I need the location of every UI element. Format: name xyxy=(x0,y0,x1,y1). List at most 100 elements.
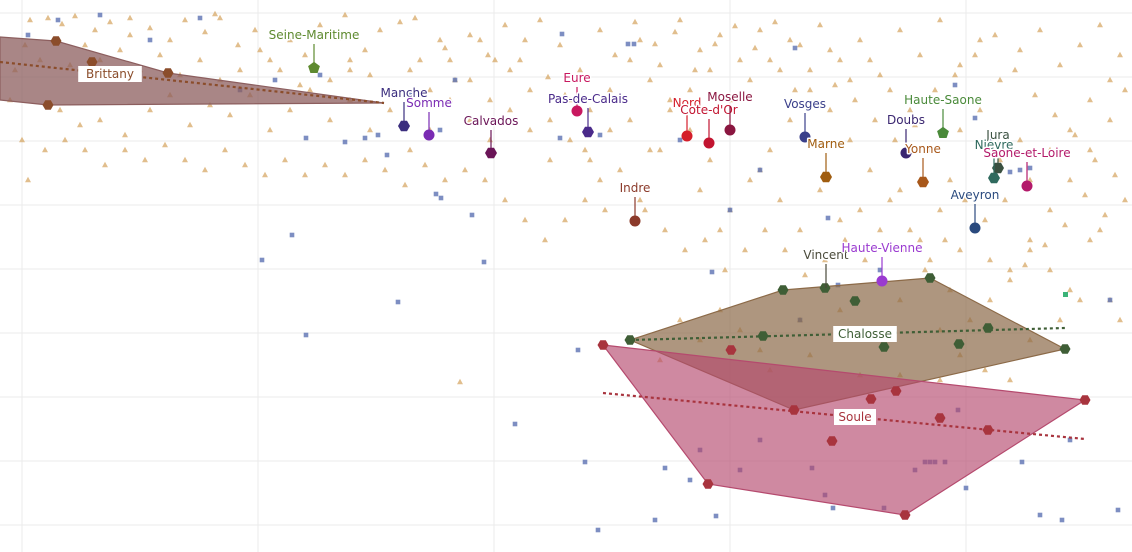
point-marker xyxy=(703,137,715,149)
triangle-point xyxy=(1047,206,1053,213)
triangle-point xyxy=(27,16,33,23)
triangle-point xyxy=(927,256,933,263)
square-point xyxy=(362,135,368,141)
triangle-point xyxy=(932,86,938,93)
triangle-point xyxy=(297,81,303,88)
triangle-point xyxy=(467,116,473,123)
square-point xyxy=(713,513,719,519)
point-marker xyxy=(969,222,981,234)
triangle-point xyxy=(777,196,783,203)
triangle-point xyxy=(987,296,993,303)
triangle-point xyxy=(1057,61,1063,68)
group-marker xyxy=(865,394,877,404)
square-point xyxy=(687,477,693,483)
group-label-box xyxy=(833,326,897,342)
triangle-point xyxy=(942,236,948,243)
point-somme: Somme xyxy=(405,95,453,141)
square-point xyxy=(631,41,637,47)
point-marker xyxy=(988,172,1000,184)
square-point xyxy=(55,17,61,23)
square-point xyxy=(582,459,588,465)
triangle-point xyxy=(877,71,883,78)
triangle-point xyxy=(872,116,878,123)
triangle-point xyxy=(792,86,798,93)
square-point xyxy=(407,92,413,98)
point-label: Somme xyxy=(406,96,452,110)
square-point xyxy=(727,207,733,213)
triangle-point xyxy=(122,131,128,138)
triangle-point xyxy=(662,226,668,233)
point-label: Nievre xyxy=(975,138,1014,152)
square-point xyxy=(952,82,958,88)
point-seine-maritime: Seine-Maritime xyxy=(267,27,361,73)
point-marker xyxy=(629,215,641,227)
triangle-point xyxy=(167,36,173,43)
square-point xyxy=(597,132,603,138)
triangle-point xyxy=(612,51,618,58)
point-marker xyxy=(937,126,949,138)
point-moselle: Moselle xyxy=(706,89,754,136)
square-point xyxy=(1059,517,1065,523)
triangle-point xyxy=(267,126,273,133)
triangle-point xyxy=(82,41,88,48)
group-marker xyxy=(899,510,911,520)
triangle-point xyxy=(787,36,793,43)
triangle-point xyxy=(257,46,263,53)
triangle-point xyxy=(747,176,753,183)
point-marker xyxy=(308,61,320,73)
point-doubs: Doubs xyxy=(885,112,927,159)
triangle-point xyxy=(897,186,903,193)
triangle-point xyxy=(477,36,483,43)
triangle-point xyxy=(757,26,763,33)
square-point xyxy=(342,139,348,145)
triangle-point xyxy=(937,376,943,383)
point-marker xyxy=(582,126,594,138)
square-point xyxy=(289,232,295,238)
triangle-point xyxy=(197,56,203,63)
triangle-point xyxy=(567,136,573,143)
triangle-point xyxy=(832,81,838,88)
triangle-point xyxy=(577,66,583,73)
triangle-point xyxy=(1037,26,1043,33)
triangle-point xyxy=(277,66,283,73)
triangle-point xyxy=(517,56,523,63)
triangle-point xyxy=(1102,211,1108,218)
square-point xyxy=(877,267,883,273)
triangle-point xyxy=(347,66,353,73)
triangle-point xyxy=(567,96,573,103)
triangle-point xyxy=(817,186,823,193)
triangle-point xyxy=(222,146,228,153)
triangle-point xyxy=(722,266,728,273)
triangle-point xyxy=(262,171,268,178)
square-point xyxy=(469,212,475,218)
point-marker xyxy=(992,162,1004,174)
triangle-point xyxy=(997,76,1003,83)
point-label: Calvados xyxy=(464,114,519,128)
square-point xyxy=(317,72,323,78)
triangle-point xyxy=(367,126,373,133)
square-point xyxy=(963,485,969,491)
triangle-point xyxy=(802,271,808,278)
point-marker xyxy=(900,147,912,159)
triangle-point xyxy=(1052,111,1058,118)
triangle-point xyxy=(692,66,698,73)
triangle-point xyxy=(887,86,893,93)
triangle-point xyxy=(992,31,998,38)
triangle-point xyxy=(1067,286,1073,293)
triangle-point xyxy=(387,86,393,93)
triangle-point xyxy=(107,18,113,25)
triangle-point xyxy=(837,216,843,223)
triangle-point xyxy=(182,156,188,163)
group-marker xyxy=(1059,344,1071,354)
triangle-point xyxy=(892,136,898,143)
square-point xyxy=(1027,165,1033,171)
triangle-point xyxy=(302,51,308,58)
group-regions: Brittany Chalosse Soule xyxy=(0,36,1091,520)
triangle-point xyxy=(182,16,188,23)
square-point xyxy=(830,505,836,511)
point-aveyron: Aveyron xyxy=(949,187,1001,234)
triangle-point xyxy=(122,146,128,153)
point-label: Yonne xyxy=(904,142,941,156)
triangle-point xyxy=(437,36,443,43)
